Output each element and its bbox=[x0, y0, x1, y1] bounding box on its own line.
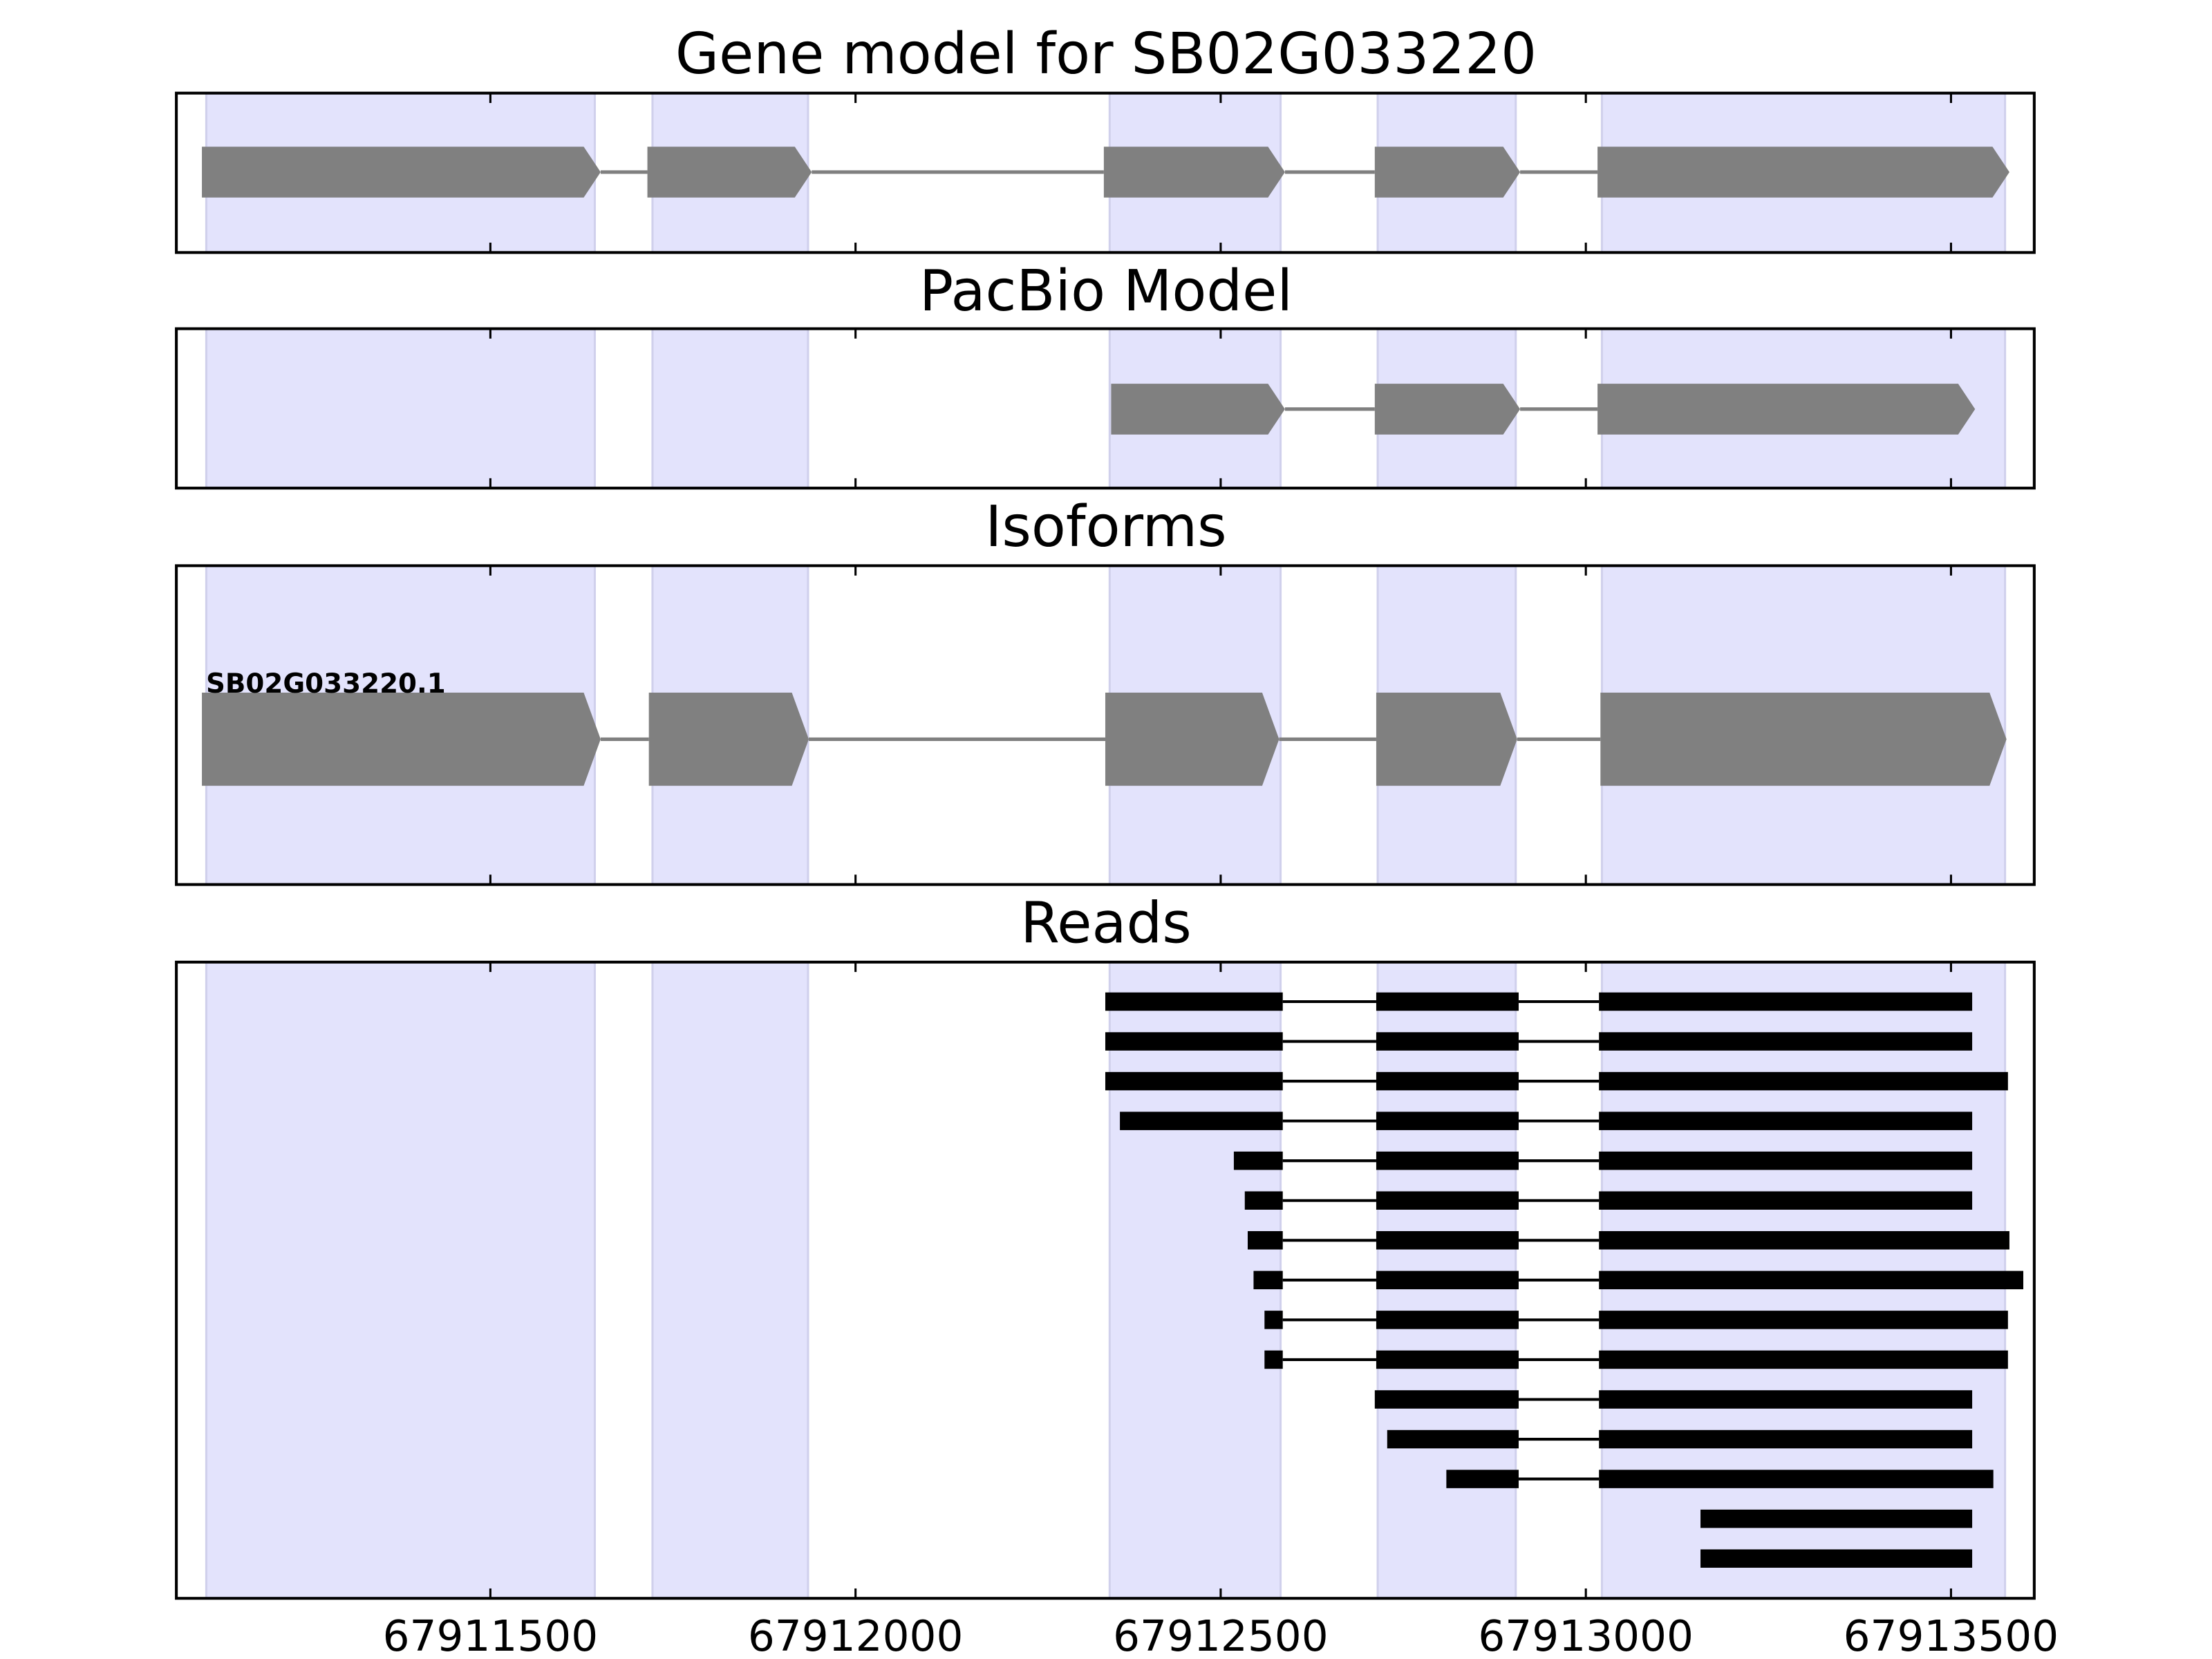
read-block bbox=[1599, 1191, 1973, 1210]
read-block bbox=[1253, 1271, 1283, 1290]
exon-arrow bbox=[1597, 384, 1976, 435]
read-15 bbox=[1700, 1549, 1973, 1568]
read-12 bbox=[1387, 1430, 1973, 1449]
x-tick-label: 67911500 bbox=[383, 1612, 599, 1659]
read-block bbox=[1599, 1470, 1994, 1488]
x-tick-label: 67913000 bbox=[1478, 1612, 1694, 1659]
exon-shading-band bbox=[205, 327, 597, 489]
read-block bbox=[1599, 1430, 1973, 1449]
exon-shading-band bbox=[205, 961, 597, 1600]
read-14 bbox=[1700, 1509, 1973, 1528]
read-3 bbox=[1105, 1071, 2008, 1091]
read-block bbox=[1700, 1509, 1973, 1528]
read-2 bbox=[1105, 1032, 1973, 1051]
read-block bbox=[1376, 992, 1519, 1011]
read-block bbox=[1376, 1151, 1519, 1170]
x-tick-label: 67913500 bbox=[1844, 1612, 2059, 1659]
x-tick-label: 67912500 bbox=[1113, 1612, 1329, 1659]
read-block bbox=[1599, 1032, 1973, 1051]
read-5 bbox=[1233, 1151, 1973, 1170]
panel-frame bbox=[175, 564, 2036, 886]
read-block bbox=[1599, 1231, 2009, 1250]
exon-arrow bbox=[1600, 693, 2007, 786]
exon-arrow bbox=[1105, 693, 1280, 786]
read-block bbox=[1376, 1271, 1519, 1290]
read-block bbox=[1376, 1112, 1519, 1130]
read-9 bbox=[1264, 1311, 2008, 1329]
panel-frame bbox=[175, 960, 2036, 1600]
read-block bbox=[1376, 1350, 1519, 1369]
panel-frame bbox=[175, 327, 2036, 490]
read-block bbox=[1599, 1112, 1973, 1130]
read-block bbox=[1247, 1231, 1283, 1250]
read-11 bbox=[1374, 1390, 1973, 1409]
read-8 bbox=[1253, 1271, 2024, 1290]
exon-arrow bbox=[1111, 384, 1285, 435]
panel-frame bbox=[175, 91, 2036, 254]
isoform-label: SB02G033220.1 bbox=[206, 668, 446, 700]
read-13 bbox=[1446, 1470, 1994, 1488]
exon-shading-band bbox=[651, 961, 809, 1600]
read-block bbox=[1599, 992, 1973, 1011]
read-block bbox=[1244, 1191, 1283, 1210]
read-block bbox=[1120, 1112, 1283, 1130]
read-1 bbox=[1105, 992, 1973, 1011]
read-block bbox=[1105, 1071, 1283, 1091]
title-reads: Reads bbox=[1020, 890, 1192, 956]
exon-arrow bbox=[1597, 147, 2009, 198]
exon-shading-band bbox=[1108, 961, 1282, 1600]
title-pacbio-model: PacBio Model bbox=[919, 259, 1293, 324]
read-block bbox=[1105, 1032, 1283, 1051]
exon-arrow bbox=[1374, 147, 1521, 198]
exon-arrow bbox=[648, 693, 809, 786]
read-4 bbox=[1120, 1112, 1973, 1130]
title-isoforms: Isoforms bbox=[985, 494, 1226, 560]
read-block bbox=[1376, 1071, 1519, 1091]
read-block bbox=[1387, 1430, 1519, 1449]
exon-shading-band bbox=[651, 327, 809, 489]
read-6 bbox=[1244, 1191, 1973, 1210]
read-block bbox=[1599, 1151, 1973, 1170]
read-block bbox=[1376, 1191, 1519, 1210]
exon-arrow bbox=[1374, 384, 1521, 435]
read-block bbox=[1374, 1390, 1519, 1409]
exon-arrow bbox=[1103, 147, 1285, 198]
read-block bbox=[1105, 992, 1283, 1011]
read-block bbox=[1264, 1350, 1283, 1369]
read-block bbox=[1599, 1350, 2008, 1369]
read-10 bbox=[1264, 1350, 2008, 1369]
read-block bbox=[1264, 1311, 1283, 1329]
read-block bbox=[1599, 1271, 2024, 1290]
read-block bbox=[1376, 1311, 1519, 1329]
read-block bbox=[1376, 1032, 1519, 1051]
read-7 bbox=[1247, 1231, 2009, 1250]
exon-arrow bbox=[202, 147, 601, 198]
read-block bbox=[1599, 1071, 2008, 1091]
read-block bbox=[1599, 1390, 1973, 1409]
read-block bbox=[1233, 1151, 1283, 1170]
exon-arrow bbox=[202, 693, 601, 786]
read-block bbox=[1446, 1470, 1519, 1488]
exon-arrow bbox=[1376, 693, 1517, 786]
exon-arrow bbox=[647, 147, 812, 198]
title-gene-model: Gene model for SB02G033220 bbox=[675, 21, 1537, 87]
read-block bbox=[1599, 1311, 2008, 1329]
read-block bbox=[1700, 1549, 1973, 1568]
x-tick-label: 67912000 bbox=[748, 1612, 964, 1659]
read-block bbox=[1376, 1231, 1519, 1250]
